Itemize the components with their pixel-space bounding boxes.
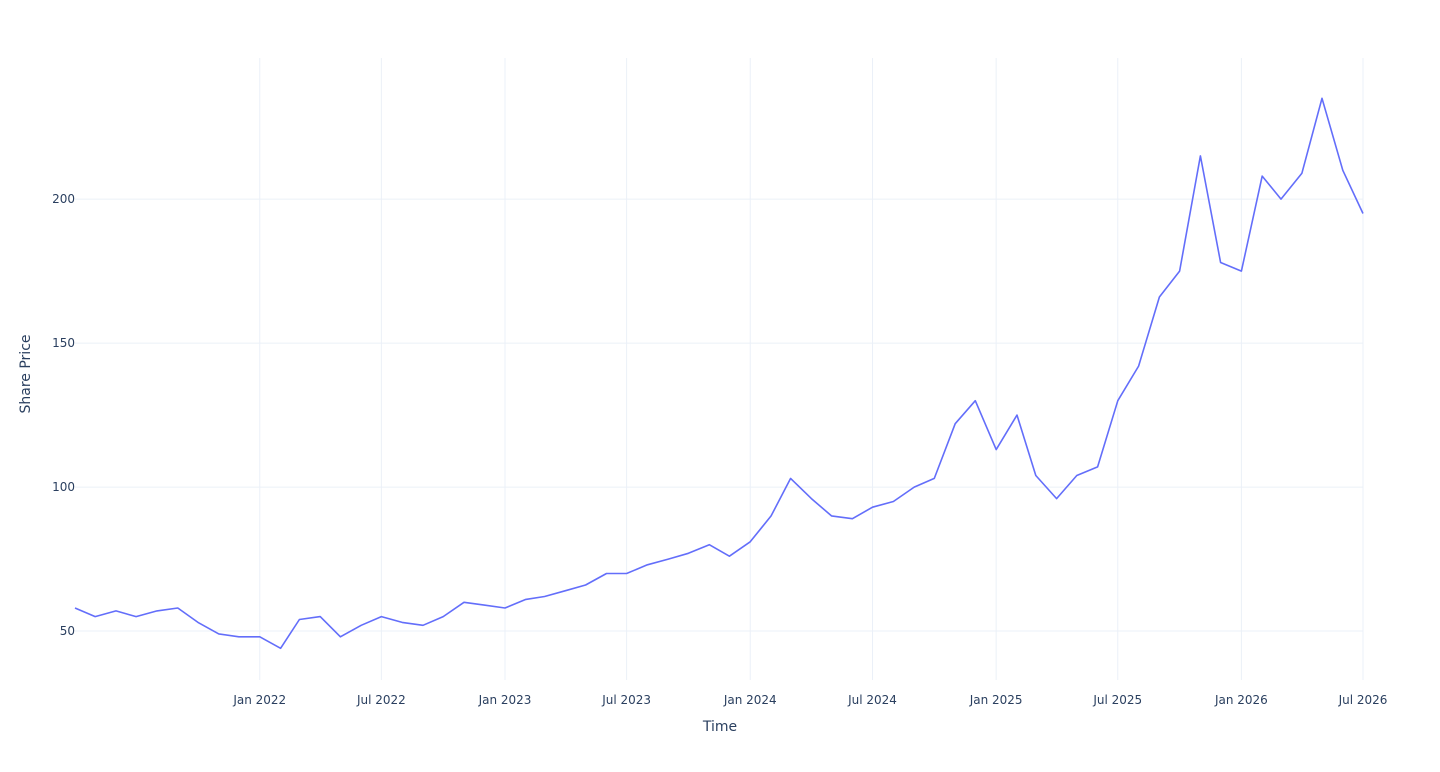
y-tick-label-2: 150	[52, 336, 75, 350]
x-tick-label-2: Jan 2023	[478, 693, 532, 707]
x-tick-label-6: Jan 2025	[969, 693, 1023, 707]
x-tick-label-3: Jul 2023	[601, 693, 651, 707]
y-tick-label-0: 50	[60, 624, 75, 638]
x-tick-label-1: Jul 2022	[356, 693, 406, 707]
series-layer	[74, 97, 1364, 650]
y-gridlines	[75, 198, 1363, 632]
x-tick-labels: Jan 2022 Jul 2022 Jan 2023 Jul 2023 Jan 2024…	[232, 693, 1387, 707]
y-tick-label-3: 200	[52, 192, 75, 206]
y-axis-title: Share Price	[18, 334, 34, 413]
y-tick-label-1: 100	[52, 480, 75, 494]
y-tick-labels: 50 100 150 200	[52, 192, 75, 638]
x-tick-label-8: Jan 2026	[1214, 693, 1268, 707]
x-tick-label-4: Jan 2024	[723, 693, 777, 707]
x-tick-label-0: Jan 2022	[232, 693, 286, 707]
x-tick-label-7: Jul 2025	[1092, 693, 1142, 707]
x-axis-title: Time	[702, 719, 737, 735]
x-tick-label-5: Jul 2024	[847, 693, 897, 707]
x-tick-label-9: Jul 2026	[1338, 693, 1388, 707]
x-gridlines	[259, 58, 1364, 680]
series-line-0	[74, 97, 1364, 650]
